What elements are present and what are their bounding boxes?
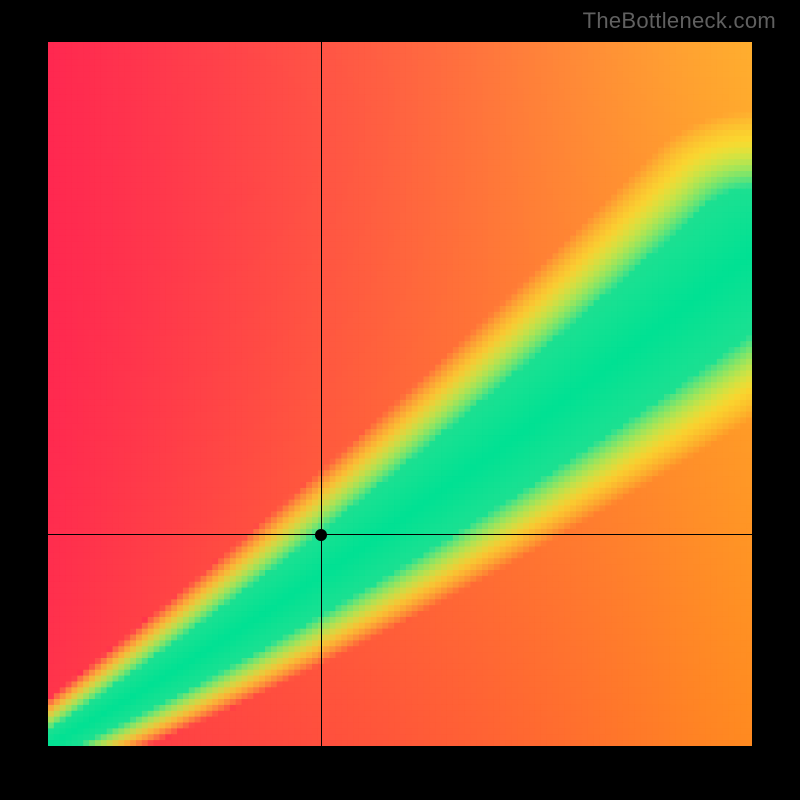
heatmap-plot — [48, 42, 752, 746]
focus-marker — [315, 529, 327, 541]
watermark-text: TheBottleneck.com — [583, 8, 776, 34]
crosshair-horizontal — [48, 534, 752, 535]
heatmap-canvas — [48, 42, 752, 746]
crosshair-vertical — [321, 42, 322, 746]
